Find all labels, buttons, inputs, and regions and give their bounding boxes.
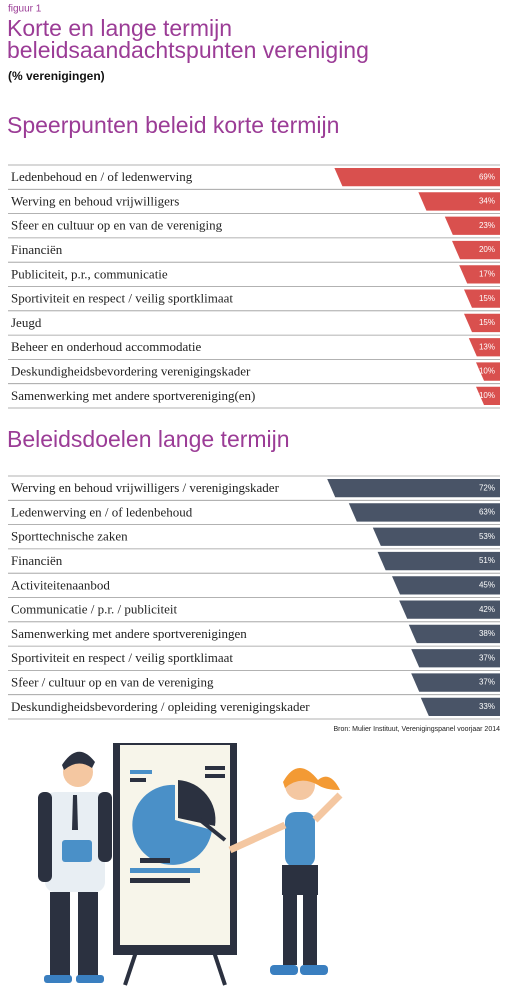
bar [476, 386, 500, 405]
bar [468, 338, 500, 357]
value-label: 37% [479, 678, 495, 687]
bar [399, 600, 500, 619]
bar [377, 551, 500, 571]
bar [408, 624, 500, 644]
value-label: 53% [479, 532, 495, 541]
value-label: 42% [479, 605, 495, 614]
row-label: Ledenwerving en / of ledenbehoud [11, 504, 193, 519]
value-label: 10% [479, 367, 495, 376]
row-label: Jeugd [11, 315, 42, 330]
chart-title: Beleidsdoelen lange termijn [7, 426, 290, 452]
title: Korte en lange termijn [7, 15, 232, 41]
value-label: 23% [479, 221, 495, 230]
value-label: 17% [479, 269, 495, 278]
bar [327, 479, 500, 498]
bar [444, 216, 500, 235]
title: beleidsaandachtspunten vereniging [7, 37, 369, 63]
bar [452, 240, 500, 260]
row-label: Deskundigheidsbevordering verenigingskad… [11, 364, 251, 379]
bar [411, 649, 500, 668]
row-label: Sportiviteit en respect / veilig sportkl… [11, 650, 233, 665]
value-label: 15% [479, 318, 495, 327]
value-label: 45% [479, 580, 495, 589]
bar [392, 576, 500, 595]
row-label: Beheer en onderhoud accommodatie [11, 339, 201, 354]
row-label: Werving en behoud vrijwilligers / vereni… [11, 480, 280, 495]
row-label: Financiën [11, 553, 63, 568]
row-label: Financiën [11, 242, 63, 257]
value-label: 69% [479, 172, 495, 181]
value-label: 37% [479, 653, 495, 662]
bar [411, 673, 500, 692]
row-label: Samenwerking met andere sportvereniginge… [11, 626, 247, 641]
bar [334, 168, 500, 187]
value-label: 33% [479, 702, 495, 711]
bar [464, 289, 500, 308]
source: Bron: Mulier Instituut, Verenigingspanel… [333, 726, 500, 733]
row-label: Sfeer en cultuur op en van de vereniging [11, 218, 223, 233]
bar [348, 503, 500, 522]
bar [464, 313, 500, 333]
value-label: 15% [479, 294, 495, 303]
row-label: Sporttechnische zaken [11, 529, 128, 544]
illustration [38, 743, 343, 986]
row-label: Deskundigheidsbevordering / opleiding ve… [11, 699, 310, 714]
bar [418, 192, 500, 211]
value-label: 63% [479, 508, 495, 517]
bar [459, 265, 500, 284]
row-label: Werving en behoud vrijwilligers [11, 193, 179, 208]
figure-label: figuur 1 [8, 4, 42, 15]
value-label: 13% [479, 342, 495, 351]
value-label: 72% [479, 483, 495, 492]
value-label: 38% [479, 629, 495, 638]
value-label: 20% [479, 245, 495, 254]
row-label: Samenwerking met andere sportvereniging(… [11, 388, 255, 403]
bar [476, 362, 500, 381]
row-label: Activiteitenaanbod [11, 577, 110, 592]
bar [420, 697, 500, 716]
chart-title: Speerpunten beleid korte termijn [7, 112, 339, 138]
bar [372, 527, 500, 546]
value-label: 51% [479, 556, 495, 565]
row-label: Sportiviteit en respect / veilig sportkl… [11, 291, 233, 306]
subtitle: (% verenigingen) [8, 69, 105, 83]
row-label: Sfeer / cultuur op en van de vereniging [11, 675, 214, 690]
row-label: Ledenbehoud en / of ledenwerving [11, 169, 193, 184]
value-label: 34% [479, 197, 495, 206]
row-label: Communicatie / p.r. / publiciteit [11, 602, 177, 617]
row-label: Publiciteit, p.r., communicatie [11, 266, 168, 281]
value-label: 10% [479, 391, 495, 400]
